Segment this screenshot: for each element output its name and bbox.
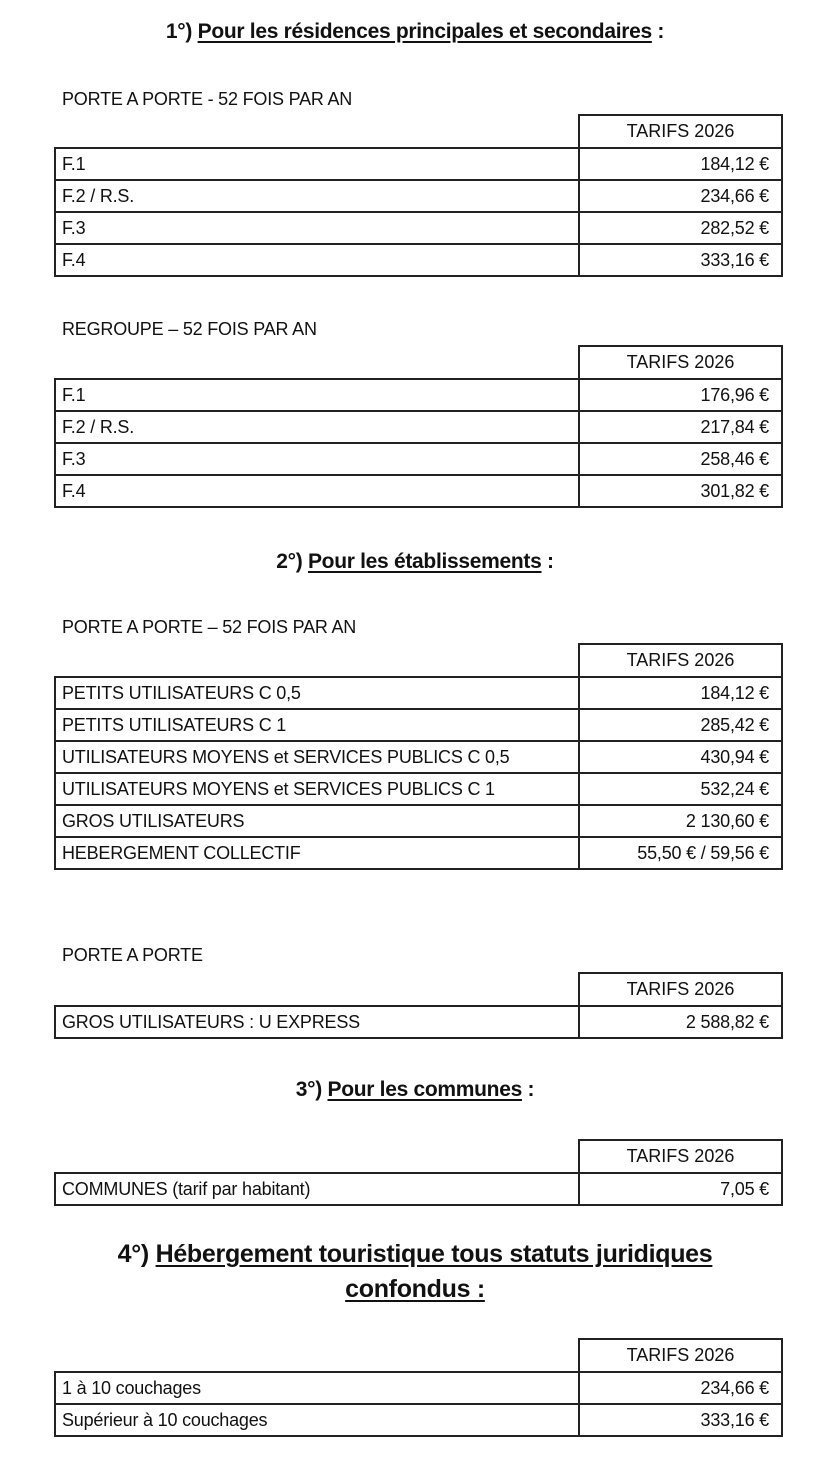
tariff-table-body: F.1 184,12 € F.2 / R.S. 234,66 € F.3 282,52 €… <box>54 147 783 277</box>
price-cell: 430,94 € <box>578 740 783 774</box>
column-header: TARIFS 2026 <box>578 345 783 378</box>
category-cell: UTILISATEURS MOYENS et SERVICES PUBLICS … <box>54 772 580 806</box>
tariff-table-5: TARIFS 2026 COMMUNES (tarif par habitant)… <box>54 1139 783 1206</box>
table-row: UTILISATEURS MOYENS et SERVICES PUBLICS … <box>54 740 783 774</box>
table-caption: PORTE A PORTE <box>62 945 203 965</box>
price-cell: 2 130,60 € <box>578 804 783 838</box>
section-4-title: 4°) Hébergement touristique tous statuts… <box>0 1237 830 1307</box>
category-cell: 1 à 10 couchages <box>54 1371 580 1405</box>
table-row: COMMUNES (tarif par habitant) 7,05 € <box>54 1172 783 1206</box>
category-cell: F.4 <box>54 243 580 277</box>
table-row: 1 à 10 couchages 234,66 € <box>54 1371 783 1405</box>
category-cell: F.1 <box>54 147 580 181</box>
category-cell: COMMUNES (tarif par habitant) <box>54 1172 580 1206</box>
section-title-text: Pour les résidences principales et secon… <box>197 20 653 43</box>
section-title-text: confondus : <box>345 1275 485 1303</box>
category-cell: F.4 <box>54 474 580 508</box>
price-cell: 176,96 € <box>578 378 783 412</box>
section-suffix: : <box>521 1078 535 1101</box>
column-header: TARIFS 2026 <box>578 1338 783 1371</box>
section-number: 3°) <box>295 1078 322 1101</box>
table-caption: PORTE A PORTE - 52 FOIS PAR AN <box>62 89 353 109</box>
category-cell: GROS UTILISATEURS : U EXPRESS <box>54 1005 580 1039</box>
table-row: F.1 176,96 € <box>54 378 783 412</box>
price-cell: 217,84 € <box>578 410 783 444</box>
section-title-text: Hébergement touristique tous statuts jur… <box>155 1240 713 1268</box>
category-cell: GROS UTILISATEURS <box>54 804 580 838</box>
table-row: F.4 333,16 € <box>54 243 783 277</box>
section-3-title: 3°) Pour les communes : <box>0 1078 830 1102</box>
category-cell: PETITS UTILISATEURS C 0,5 <box>54 676 580 710</box>
section-title-text: Pour les communes <box>327 1078 523 1101</box>
category-cell: F.3 <box>54 442 580 476</box>
price-cell: 282,52 € <box>578 211 783 245</box>
tariff-table-1: TARIFS 2026 F.1 184,12 € F.2 / R.S. 234,66 €… <box>54 114 783 277</box>
table-row: F.2 / R.S. 234,66 € <box>54 179 783 213</box>
price-cell: 2 588,82 € <box>578 1005 783 1039</box>
price-cell: 55,50 € / 59,56 € <box>578 836 783 870</box>
column-header: TARIFS 2026 <box>578 114 783 147</box>
table-row: UTILISATEURS MOYENS et SERVICES PUBLICS … <box>54 772 783 806</box>
table-row: HEBERGEMENT COLLECTIF 55,50 € / 59,56 € <box>54 836 783 870</box>
section-title-text: Pour les établissements <box>307 550 542 573</box>
table-row: PETITS UTILISATEURS C 0,5 184,12 € <box>54 676 783 710</box>
category-cell: UTILISATEURS MOYENS et SERVICES PUBLICS … <box>54 740 580 774</box>
section-1-title: 1°) Pour les résidences principales et s… <box>0 20 830 44</box>
price-cell: 532,24 € <box>578 772 783 806</box>
price-cell: 7,05 € <box>578 1172 783 1206</box>
table-row: F.2 / R.S. 217,84 € <box>54 410 783 444</box>
table-row: Supérieur à 10 couchages 333,16 € <box>54 1403 783 1437</box>
category-cell: PETITS UTILISATEURS C 1 <box>54 708 580 742</box>
price-cell: 258,46 € <box>578 442 783 476</box>
price-cell: 234,66 € <box>578 179 783 213</box>
column-header: TARIFS 2026 <box>578 643 783 676</box>
category-cell: F.3 <box>54 211 580 245</box>
price-cell: 285,42 € <box>578 708 783 742</box>
section-number: 1°) <box>165 20 193 43</box>
tariff-table-body: F.1 176,96 € F.2 / R.S. 217,84 € F.3 258,46 €… <box>54 378 783 508</box>
category-cell: HEBERGEMENT COLLECTIF <box>54 836 580 870</box>
price-cell: 301,82 € <box>578 474 783 508</box>
price-cell: 333,16 € <box>578 243 783 277</box>
category-cell: Supérieur à 10 couchages <box>54 1403 580 1437</box>
section-suffix: : <box>541 550 554 573</box>
table-row: F.3 258,46 € <box>54 442 783 476</box>
section-number: 4°) <box>117 1240 150 1268</box>
price-cell: 184,12 € <box>578 676 783 710</box>
table-caption: REGROUPE – 52 FOIS PAR AN <box>62 319 317 339</box>
section-number: 2°) <box>276 550 303 573</box>
price-cell: 184,12 € <box>578 147 783 181</box>
section-2-title: 2°) Pour les établissements : <box>0 550 830 574</box>
table-row: PETITS UTILISATEURS C 1 285,42 € <box>54 708 783 742</box>
tariff-table-body: GROS UTILISATEURS : U EXPRESS 2 588,82 € <box>54 1005 783 1039</box>
table-row: GROS UTILISATEURS : U EXPRESS 2 588,82 € <box>54 1005 783 1039</box>
tariff-table-4: TARIFS 2026 GROS UTILISATEURS : U EXPRESS… <box>54 972 783 1039</box>
table-row: F.3 282,52 € <box>54 211 783 245</box>
category-cell: F.2 / R.S. <box>54 410 580 444</box>
tariff-table-body: 1 à 10 couchages 234,66 € Supérieur à 10 c… <box>54 1371 783 1437</box>
table-row: F.1 184,12 € <box>54 147 783 181</box>
table-row: GROS UTILISATEURS 2 130,60 € <box>54 804 783 838</box>
tariff-table-2: TARIFS 2026 F.1 176,96 € F.2 / R.S. 217,84 €… <box>54 345 783 508</box>
category-cell: F.1 <box>54 378 580 412</box>
tariff-table-body: PETITS UTILISATEURS C 0,5 184,12 € PETITS … <box>54 676 783 870</box>
tariff-table-3: TARIFS 2026 PETITS UTILISATEURS C 0,5 184,… <box>54 643 783 870</box>
column-header: TARIFS 2026 <box>578 1139 783 1172</box>
tariff-table-body: COMMUNES (tarif par habitant) 7,05 € <box>54 1172 783 1206</box>
section-suffix: : <box>651 20 665 43</box>
price-cell: 234,66 € <box>578 1371 783 1405</box>
column-header: TARIFS 2026 <box>578 972 783 1005</box>
table-row: F.4 301,82 € <box>54 474 783 508</box>
category-cell: F.2 / R.S. <box>54 179 580 213</box>
price-cell: 333,16 € <box>578 1403 783 1437</box>
table-caption: PORTE A PORTE – 52 FOIS PAR AN <box>62 617 357 637</box>
tariff-table-6: TARIFS 2026 1 à 10 couchages 234,66 € Supér… <box>54 1338 783 1437</box>
